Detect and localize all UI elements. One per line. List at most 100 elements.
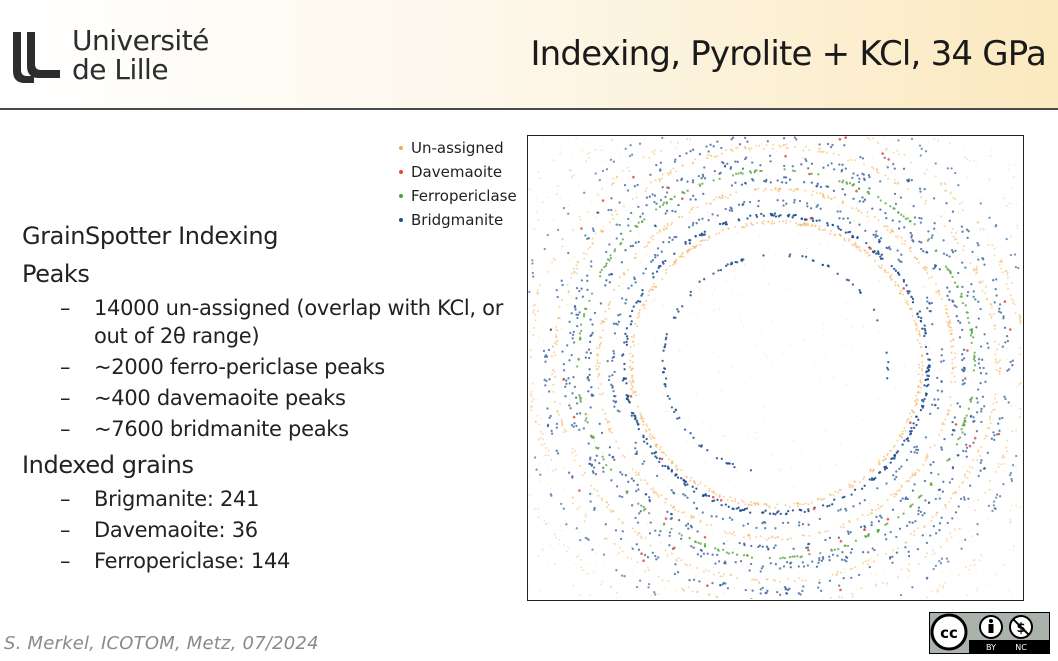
diffraction-peak-bridgmanite	[895, 551, 899, 554]
diffraction-peak-unassigned	[694, 158, 696, 161]
diffraction-peak-bridgmanite	[587, 390, 590, 393]
diffraction-peak-unassigned	[778, 190, 781, 193]
diffraction-peak-unassigned	[660, 494, 663, 497]
diffraction-peak-bridgmanite	[1010, 477, 1013, 481]
diffraction-peak-unassigned	[631, 468, 634, 471]
diffraction-peak-bridgmanite	[893, 454, 897, 457]
diffraction-peak-unassigned	[609, 427, 612, 430]
diffraction-peak-unassigned	[638, 315, 641, 318]
diffraction-peak-davemaoite	[664, 517, 668, 520]
diffraction-peak-unassigned	[832, 494, 835, 496]
diffraction-peak-unassigned	[917, 391, 920, 394]
diffraction-peak-unassigned	[669, 171, 672, 174]
diffraction-peak-unassigned	[901, 239, 904, 242]
diffraction-peak-unassigned	[893, 178, 896, 181]
diffraction-peak-unassigned	[555, 193, 558, 196]
diffraction-peak-bridgmanite	[608, 281, 611, 284]
diffraction-peak-bridgmanite	[724, 562, 727, 565]
diffraction-peak-bridgmanite	[979, 307, 982, 311]
diffraction-peak-unassigned	[977, 221, 980, 224]
diffraction-peak-bridgmanite	[893, 478, 896, 481]
diffraction-peak-bridgmanite	[864, 229, 867, 232]
diffraction-peak-unassigned	[539, 417, 542, 420]
diffraction-peak-bridgmanite	[691, 181, 695, 184]
diffraction-peak-unassigned	[896, 576, 899, 579]
diffraction-peak-bridgmanite	[848, 221, 852, 224]
diffraction-peak-unassigned	[590, 484, 593, 487]
diffraction-peak-bridgmanite	[616, 409, 619, 412]
diffraction-peak-unassigned	[650, 236, 653, 239]
diffraction-peak-bridgmanite	[858, 177, 861, 180]
diffraction-peak-unassigned	[571, 447, 574, 450]
diffraction-peak-unassigned	[878, 463, 881, 465]
diffraction-peak-bridgmanite	[531, 259, 534, 262]
diffraction-peak-bridgmanite	[977, 474, 980, 478]
diffraction-peak-bridgmanite	[826, 264, 830, 267]
diffraction-peak-unassigned	[699, 185, 702, 188]
diffraction-peak-bridgmanite	[837, 227, 840, 230]
diffraction-peak-bridgmanite	[749, 562, 753, 566]
diffraction-peak-bridgmanite	[698, 444, 701, 447]
diffraction-peak-unassigned	[655, 446, 658, 449]
diffraction-peak-unassigned	[734, 500, 737, 503]
diffraction-peak-bridgmanite	[992, 279, 995, 282]
diffraction-peak-unassigned	[598, 373, 601, 376]
diffraction-peak-unassigned	[1005, 204, 1008, 207]
diffraction-peak-unassigned	[645, 254, 647, 256]
diffraction-peak-ferropericlase	[969, 328, 972, 332]
diffraction-peak-unassigned	[925, 269, 928, 272]
diffraction-peak-unassigned	[933, 444, 936, 447]
diffraction-peak-unassigned	[707, 570, 710, 573]
diffraction-peak-unassigned	[954, 366, 957, 369]
diffraction-peak-ferropericlase	[810, 172, 813, 175]
diffraction-peak-bridgmanite	[561, 350, 564, 353]
diffraction-peak-unassigned	[536, 291, 539, 294]
diffraction-peak-ferropericlase	[973, 351, 976, 354]
diffraction-peak-unassigned	[896, 284, 899, 286]
diffraction-peak-unassigned	[786, 538, 789, 541]
legend-item-ferropericlase: Ferropericlase	[396, 184, 526, 208]
diffraction-peak-bridgmanite	[891, 555, 894, 558]
diffraction-peak-unassigned	[984, 292, 987, 295]
diffraction-peak-unassigned	[862, 326, 865, 328]
diffraction-peak-unassigned	[824, 530, 827, 533]
diffraction-peak-bridgmanite	[665, 336, 668, 339]
diffraction-peak-bridgmanite	[782, 199, 785, 202]
diffraction-peak-bridgmanite	[917, 418, 920, 421]
diffraction-peak-davemaoite	[578, 489, 581, 492]
diffraction-peak-unassigned	[990, 314, 993, 317]
diffraction-peak-bridgmanite	[581, 295, 585, 298]
diffraction-peak-bridgmanite	[924, 499, 927, 502]
diffraction-peak-unassigned	[938, 293, 941, 296]
diffraction-peak-bridgmanite	[598, 461, 601, 465]
diffraction-peak-bridgmanite	[858, 502, 862, 505]
diffraction-peak-bridgmanite	[1014, 265, 1018, 269]
diffraction-peak-unassigned	[531, 273, 534, 276]
diffraction-peak-unassigned	[621, 454, 624, 457]
diffraction-peak-bridgmanite	[921, 514, 924, 517]
diffraction-peak-unassigned	[585, 459, 588, 461]
diffraction-peak-bridgmanite	[637, 548, 641, 551]
diffraction-peak-bridgmanite	[858, 223, 861, 226]
diffraction-peak-bridgmanite	[619, 232, 623, 235]
diffraction-peak-bridgmanite	[650, 260, 653, 263]
diffraction-peak-unassigned	[850, 486, 853, 489]
diffraction-peak-bridgmanite	[737, 203, 741, 206]
diffraction-peak-bridgmanite	[843, 144, 846, 147]
diffraction-peak-unassigned	[914, 404, 917, 406]
diffraction-peak-unassigned	[952, 196, 955, 199]
diffraction-peak-unassigned	[621, 169, 624, 172]
diffraction-peak-bridgmanite	[800, 217, 803, 220]
diffraction-peak-unassigned	[863, 419, 865, 421]
diffraction-peak-unassigned	[944, 304, 947, 307]
diffraction-peak-bridgmanite	[802, 585, 805, 588]
diffraction-peak-bridgmanite	[610, 197, 613, 200]
diffraction-peak-bridgmanite	[670, 513, 673, 516]
diffraction-peak-bridgmanite	[962, 348, 966, 351]
diffraction-peak-bridgmanite	[831, 143, 834, 147]
diffraction-peak-unassigned	[964, 566, 967, 569]
diffraction-peak-unassigned	[924, 459, 927, 462]
diffraction-peak-bridgmanite	[951, 299, 954, 302]
diffraction-peak-unassigned	[634, 530, 637, 533]
diffraction-peak-unassigned	[775, 253, 777, 256]
